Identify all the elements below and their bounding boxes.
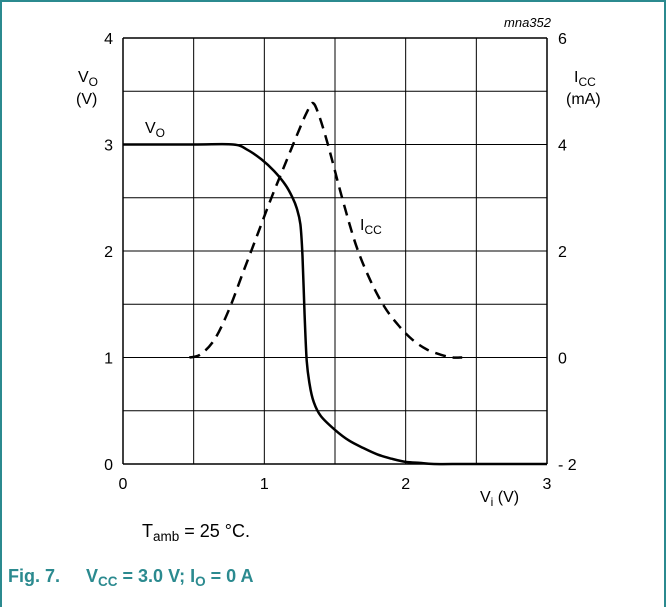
y-left-tick-label: 0 [104,457,113,474]
y-left-tick-label: 4 [104,31,113,48]
series-layer [123,101,547,466]
y-right-tick-label: - 2 [558,457,577,474]
y-left-axis-unit: (V) [76,91,97,108]
figure-code: mna352 [504,15,552,30]
y-right-tick-label: 2 [558,244,567,261]
y-right-tick-label: 4 [558,138,567,155]
x-axis-label: Vi (V) [480,489,519,509]
y-left-tick-labels: 0 1 2 3 4 [104,31,113,474]
x-tick-label: 3 [543,476,552,493]
y-left-tick-label: 3 [104,138,113,155]
y-left-tick-label: 2 [104,244,113,261]
frame-top-border [0,0,666,2]
x-tick-labels: 0 1 2 3 [119,476,552,493]
x-tick-label: 0 [119,476,128,493]
figure-number: Fig. 7. [8,566,61,586]
frame-right-border [664,0,666,607]
y-left-axis-label: VO [78,69,98,89]
series-label-vo: VO [145,120,165,140]
chart: mna352 0 1 2 3 0 1 2 3 4 - 2 0 2 4 6 VO (V) ICC (mA… [76,15,601,509]
frame-left-border [0,0,2,607]
grid [122,37,548,465]
series-label-icc: ICC [360,217,382,237]
series-line-vo [123,142,547,466]
figure-conditions: VCC = 3.0 V; IO = 0 A [86,566,254,590]
y-left-tick-label: 1 [104,351,113,368]
series-line-icc [189,101,463,359]
y-right-tick-label: 0 [558,351,567,368]
y-right-tick-label: 6 [558,31,567,48]
y-right-axis-label: ICC [574,69,596,89]
ambient-temperature-note: Tamb = 25 °C. [142,521,250,545]
x-tick-label: 2 [401,476,410,493]
figure-caption: Fig. 7. VCC = 3.0 V; IO = 0 A [8,566,254,590]
y-right-axis-unit: (mA) [566,91,601,108]
y-right-tick-labels: - 2 0 2 4 6 [558,31,577,474]
x-tick-label: 1 [260,476,269,493]
